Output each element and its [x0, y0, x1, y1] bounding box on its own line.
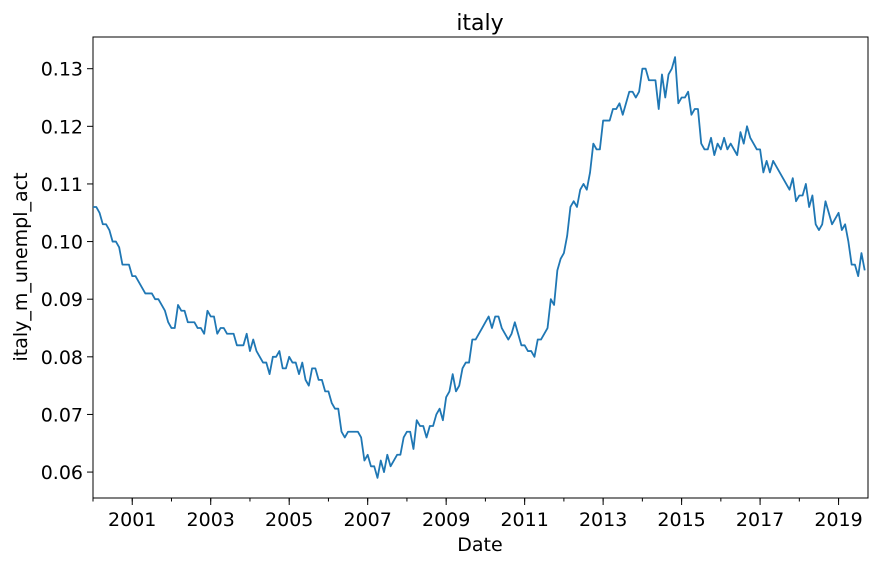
x-tick-label: 2005	[265, 509, 313, 531]
y-tick-label: 0.09	[41, 289, 83, 311]
x-tick-label: 2015	[657, 509, 705, 531]
x-tick-label: 2001	[108, 509, 156, 531]
series-layer	[93, 56, 866, 479]
y-tick-label: 0.06	[41, 462, 83, 484]
y-axis-label: italy_m_unempl_act	[10, 172, 32, 361]
x-tick-label: 2009	[422, 509, 470, 531]
y-tick-label: 0.07	[41, 404, 83, 426]
x-tick-label: 2011	[500, 509, 548, 531]
x-axis-label: Date	[457, 534, 502, 556]
y-tick-label: 0.08	[41, 347, 83, 369]
x-tick-label: 2003	[187, 509, 235, 531]
x-tick-label: 2019	[814, 509, 862, 531]
y-tick-label: 0.13	[41, 59, 83, 81]
chart-title: italy	[456, 11, 503, 36]
y-tick-label: 0.10	[41, 232, 83, 254]
x-tick-label: 2007	[344, 509, 392, 531]
x-axis: 2001 2003 2005 2007 2009 2011 2013 2015 2017 2019	[92, 498, 863, 531]
y-tick-label: 0.11	[41, 174, 83, 196]
plot-area-frame	[92, 36, 869, 499]
x-tick-label: 2017	[736, 509, 784, 531]
series-line	[93, 56, 866, 479]
y-axis: 0.06 0.07 0.08 0.09 0.10 0.11 0.12 0.13	[41, 59, 93, 484]
y-tick-label: 0.12	[41, 116, 83, 138]
x-tick-label: 2013	[579, 509, 627, 531]
